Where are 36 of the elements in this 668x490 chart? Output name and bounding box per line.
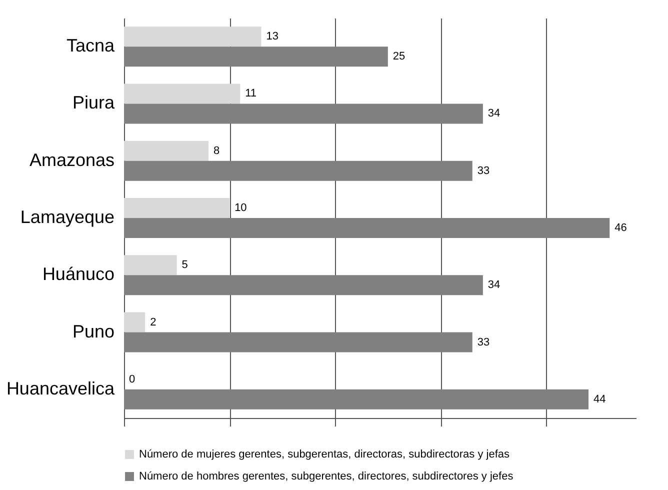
data-label: 44 bbox=[593, 393, 606, 406]
y-tick-label: Tacna bbox=[66, 36, 116, 56]
data-label: 13 bbox=[266, 30, 278, 43]
y-tick-label: Huánuco bbox=[42, 264, 114, 284]
y-tick-label: Amazonas bbox=[29, 150, 114, 170]
data-label: 0 bbox=[129, 373, 136, 386]
bar bbox=[124, 332, 472, 352]
bar bbox=[124, 198, 230, 218]
y-tick-label: Puno bbox=[72, 321, 114, 342]
y-tick-label: Piura bbox=[72, 92, 116, 113]
data-label: 11 bbox=[245, 88, 257, 100]
bar bbox=[124, 275, 483, 296]
bar bbox=[124, 160, 472, 181]
data-label: 34 bbox=[488, 279, 500, 292]
bar bbox=[124, 389, 588, 410]
y-tick-label: Lamayeque bbox=[20, 207, 114, 227]
bar bbox=[124, 84, 240, 104]
bar bbox=[124, 46, 388, 67]
legend-label: Número de mujeres gerentes, subgerentas, directoras, subdirectoras y jefas bbox=[139, 448, 510, 460]
data-label: 2 bbox=[150, 316, 156, 328]
y-tick-label: Huancavelica bbox=[6, 378, 116, 398]
data-label: 33 bbox=[477, 164, 490, 177]
data-label: 46 bbox=[614, 222, 627, 234]
legend-label: Número de hombres gerentes, subgerentes, directores, subdirectores y jefes bbox=[139, 470, 514, 482]
data-label: 5 bbox=[182, 259, 188, 272]
data-label: 10 bbox=[234, 202, 247, 214]
bar bbox=[124, 312, 146, 332]
data-label: 33 bbox=[477, 336, 490, 348]
data-label: 8 bbox=[213, 144, 220, 157]
data-label: 34 bbox=[488, 108, 500, 120]
bar bbox=[124, 218, 610, 238]
bar bbox=[124, 140, 208, 161]
bar bbox=[124, 104, 483, 124]
bar bbox=[124, 26, 262, 47]
bar bbox=[124, 255, 177, 276]
data-label: 25 bbox=[392, 50, 406, 63]
